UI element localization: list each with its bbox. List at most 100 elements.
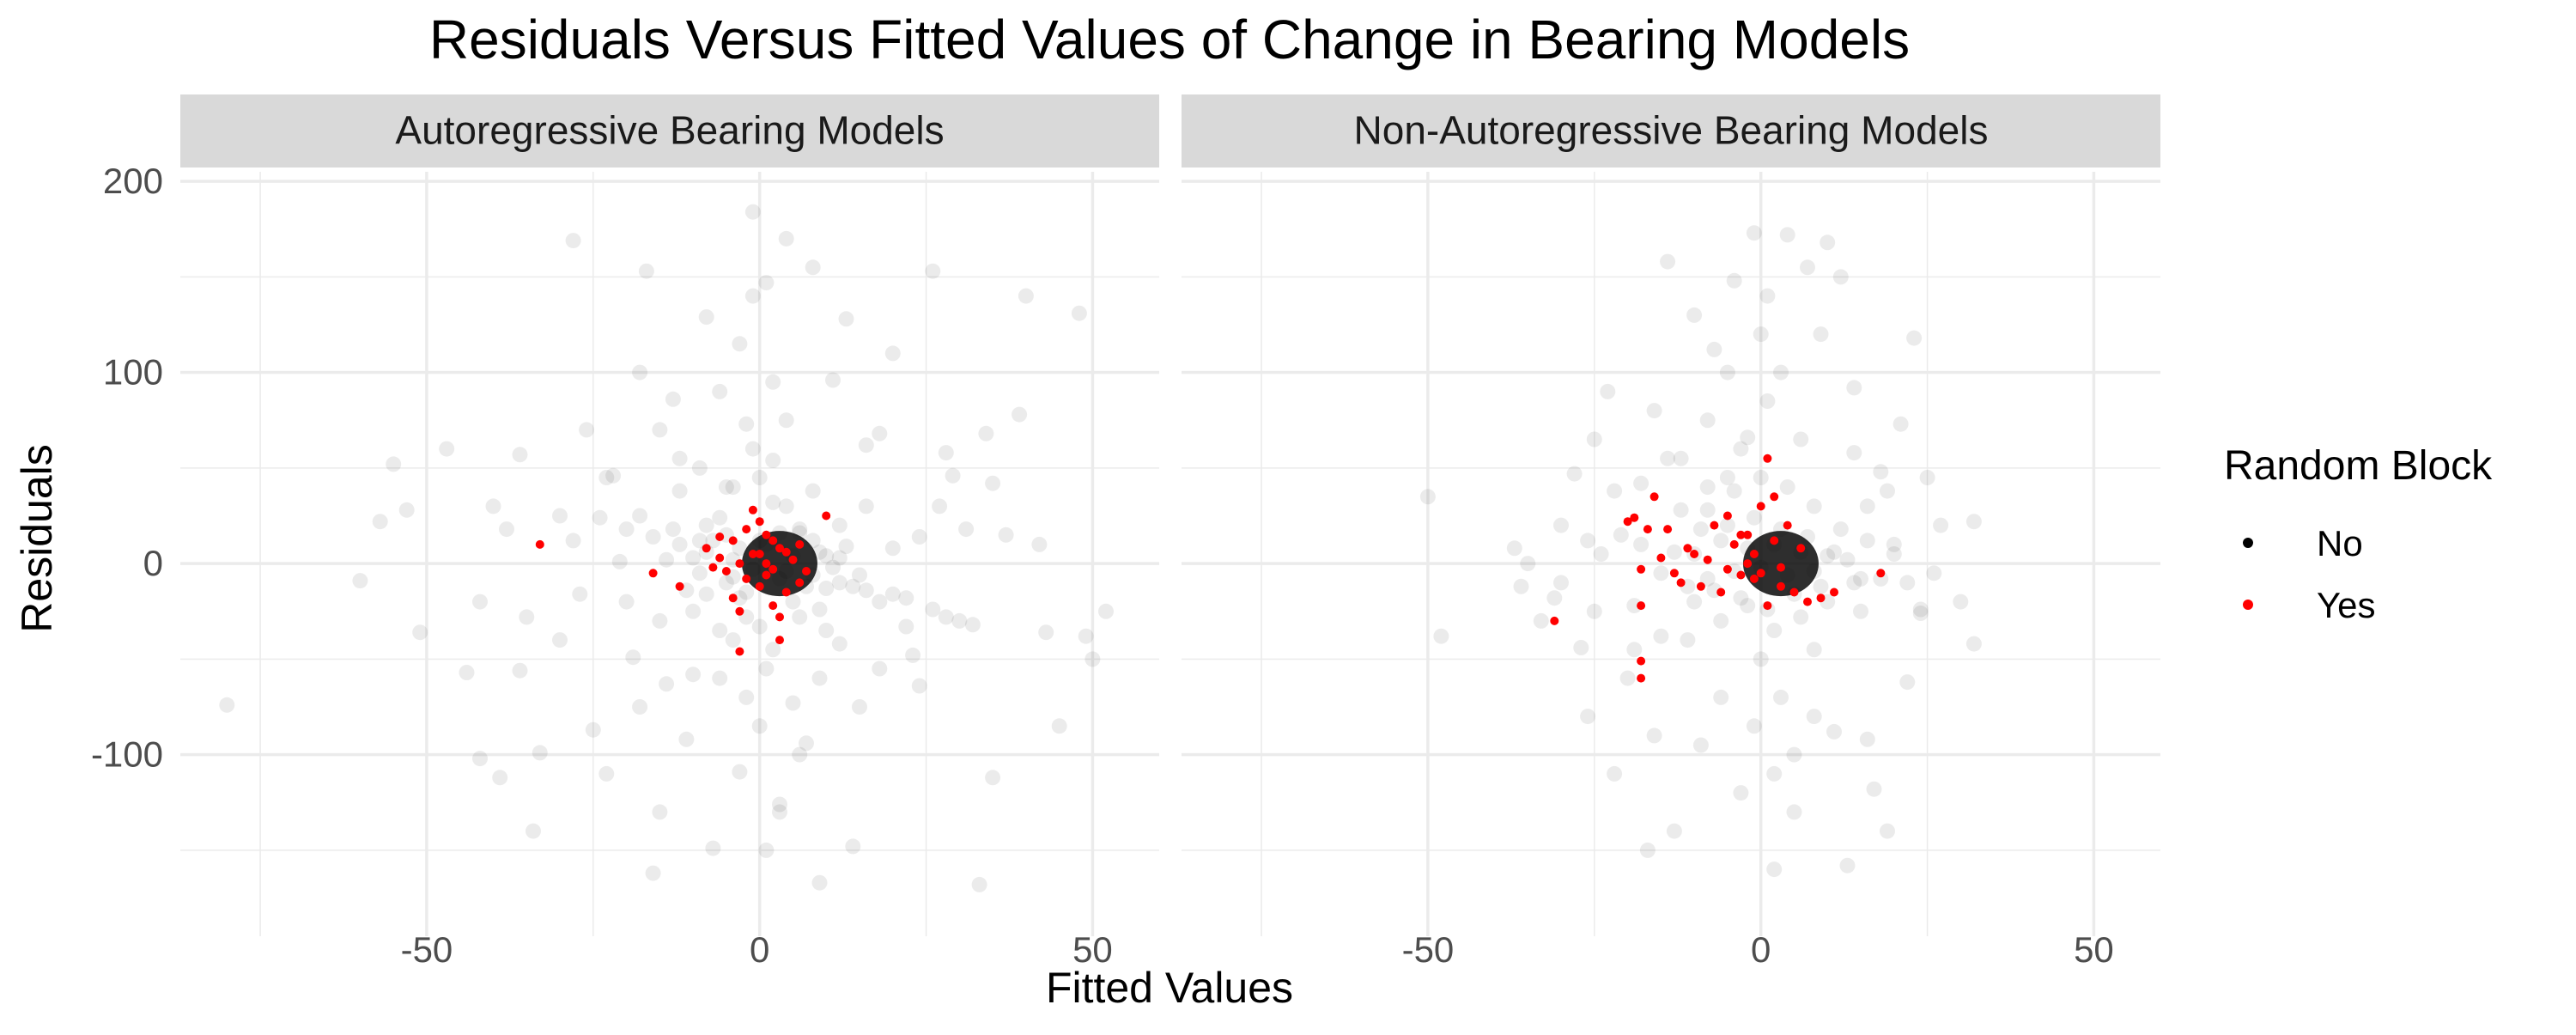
point-no <box>765 642 781 658</box>
point-no <box>1753 470 1769 485</box>
point-no <box>652 612 668 629</box>
point-no <box>1866 781 1882 797</box>
point-no <box>1926 565 1942 581</box>
point-no <box>1051 718 1067 734</box>
point-no <box>811 874 828 891</box>
point-no <box>1846 575 1862 591</box>
point-no <box>792 746 808 763</box>
point-no <box>971 876 987 892</box>
point-no <box>1733 785 1749 801</box>
point-no <box>499 521 514 538</box>
point-no <box>472 594 488 610</box>
point-no <box>1639 842 1656 858</box>
facet-label: Autoregressive Bearing Models <box>395 108 944 153</box>
point-no <box>858 437 874 454</box>
point-no <box>1533 612 1549 629</box>
point-no <box>565 533 581 549</box>
point-yes <box>702 544 711 553</box>
point-yes <box>1743 530 1753 539</box>
point-yes <box>781 588 791 597</box>
point-no <box>732 540 748 557</box>
point-no <box>785 594 801 610</box>
point-yes <box>755 581 764 591</box>
point-no <box>492 770 508 786</box>
point-no <box>1699 479 1716 496</box>
point-no <box>712 623 728 638</box>
point-no <box>1726 483 1742 499</box>
point-no <box>1419 489 1436 505</box>
point-no <box>598 470 615 485</box>
point-no <box>1919 470 1935 485</box>
point-yes <box>1716 588 1726 597</box>
grid-lines <box>1182 172 2160 936</box>
point-no <box>532 745 548 761</box>
y-tick-label: 200 <box>103 161 163 201</box>
point-no <box>1826 544 1842 560</box>
point-no <box>1660 450 1676 466</box>
point-yes <box>762 559 771 569</box>
point-no <box>725 479 741 496</box>
point-no <box>964 617 981 633</box>
point-no <box>772 804 787 820</box>
point-no <box>1680 632 1696 648</box>
legend-label-no: No <box>2317 523 2363 563</box>
point-no <box>1965 636 1982 652</box>
point-no <box>925 263 941 279</box>
point-no <box>1820 234 1836 251</box>
point-no <box>685 550 702 566</box>
point-no <box>758 842 775 858</box>
point-yes <box>769 536 778 545</box>
point-yes <box>781 547 791 557</box>
point-no <box>1646 728 1662 744</box>
point-no <box>552 508 568 524</box>
point-no <box>1546 590 1563 606</box>
point-yes <box>795 578 805 588</box>
point-no <box>765 453 781 468</box>
point-no <box>831 550 848 566</box>
point-no <box>579 422 595 438</box>
point-yes <box>715 533 725 541</box>
y-tick-label: 0 <box>143 543 163 583</box>
point-no <box>652 804 668 820</box>
point-no <box>352 573 368 589</box>
point-no <box>825 372 841 388</box>
point-no <box>872 594 888 610</box>
point-no <box>1746 718 1762 734</box>
point-yes <box>802 567 811 575</box>
point-no <box>1084 651 1101 667</box>
facet-label: Non-Autoregressive Bearing Models <box>1354 108 1989 153</box>
point-no <box>718 575 734 591</box>
point-no <box>1513 578 1529 594</box>
point-no <box>618 594 635 610</box>
point-yes <box>1830 588 1838 597</box>
point-yes <box>1683 544 1692 553</box>
point-no <box>1719 470 1735 485</box>
point-no <box>765 494 781 510</box>
point-no <box>1633 536 1649 552</box>
point-yes <box>1736 530 1746 539</box>
point-no-dense-cluster <box>741 531 817 597</box>
point-no <box>459 665 475 680</box>
point-no <box>1766 623 1783 638</box>
point-yes <box>762 530 771 539</box>
x-tick-label: 0 <box>1751 929 1771 970</box>
point-yes <box>1637 601 1646 611</box>
point-no <box>792 521 808 538</box>
y-tick-label: 100 <box>103 352 163 393</box>
chart-title: Residuals Versus Fitted Values of Change… <box>429 9 1910 70</box>
point-yes <box>535 539 544 549</box>
y-tick-label: -100 <box>91 734 163 775</box>
point-no <box>818 548 835 564</box>
point-no <box>1859 498 1875 514</box>
point-no <box>1880 823 1895 839</box>
point-no <box>1699 502 1716 518</box>
point-no <box>932 498 948 514</box>
point-yes <box>1550 616 1559 625</box>
point-no <box>758 275 775 291</box>
point-no <box>985 475 1001 491</box>
point-yes <box>735 606 744 616</box>
point-no <box>1859 731 1875 747</box>
x-axis-label: Fitted Values <box>1046 964 1293 1012</box>
point-yes <box>1676 578 1686 588</box>
